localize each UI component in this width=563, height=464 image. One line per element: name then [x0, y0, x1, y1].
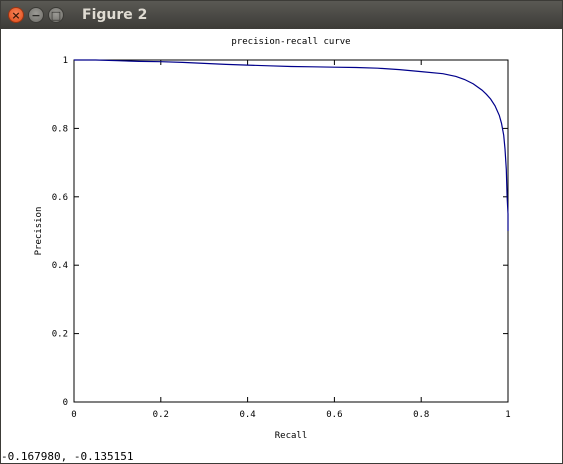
x-axis-label: Recall [275, 431, 308, 441]
chart-title: precision-recall curve [231, 37, 350, 47]
y-tick-label: 0.4 [52, 261, 68, 271]
x-tick-label: 0.6 [326, 410, 342, 420]
x-tick-label: 0.2 [153, 410, 169, 420]
y-tick-label: 1 [63, 56, 68, 66]
close-icon: × [11, 8, 21, 22]
y-tick-label: 0.6 [52, 193, 68, 203]
y-tick-label: 0.8 [52, 124, 68, 134]
pr-curve-line [74, 59, 509, 231]
y-tick-label: 0.2 [52, 330, 68, 340]
maximize-button[interactable]: □ [48, 7, 64, 23]
plot-frame [73, 59, 509, 403]
close-button[interactable]: × [8, 7, 24, 23]
y-tick-label: 0 [63, 398, 68, 408]
x-tick-label: 1 [505, 410, 510, 420]
maximize-icon: □ [50, 8, 62, 22]
status-bar: -0.167980, -0.135151 [1, 449, 562, 463]
axis-ticks: 0 0.2 0.4 0.6 0.8 1 0 0.2 0.4 0.6 0.8 1 [52, 56, 511, 420]
title-bar[interactable]: × − □ Figure 2 [1, 1, 562, 29]
minimize-button[interactable]: − [28, 7, 44, 23]
x-tick-label: 0.4 [239, 410, 255, 420]
x-tick-label: 0 [71, 410, 76, 420]
pr-chart[interactable]: precision-recall curve 0 0.2 0.4 0.6 0.8 1 0 0.… [1, 29, 562, 449]
x-tick-label: 0.8 [413, 410, 429, 420]
minimize-icon: − [31, 8, 41, 22]
coordinate-readout: -0.167980, -0.135151 [1, 450, 134, 463]
window-title: Figure 2 [82, 7, 148, 23]
plot-canvas[interactable]: precision-recall curve 0 0.2 0.4 0.6 0.8 1 0 0.… [1, 29, 562, 449]
y-axis-label: Precision [34, 207, 44, 256]
